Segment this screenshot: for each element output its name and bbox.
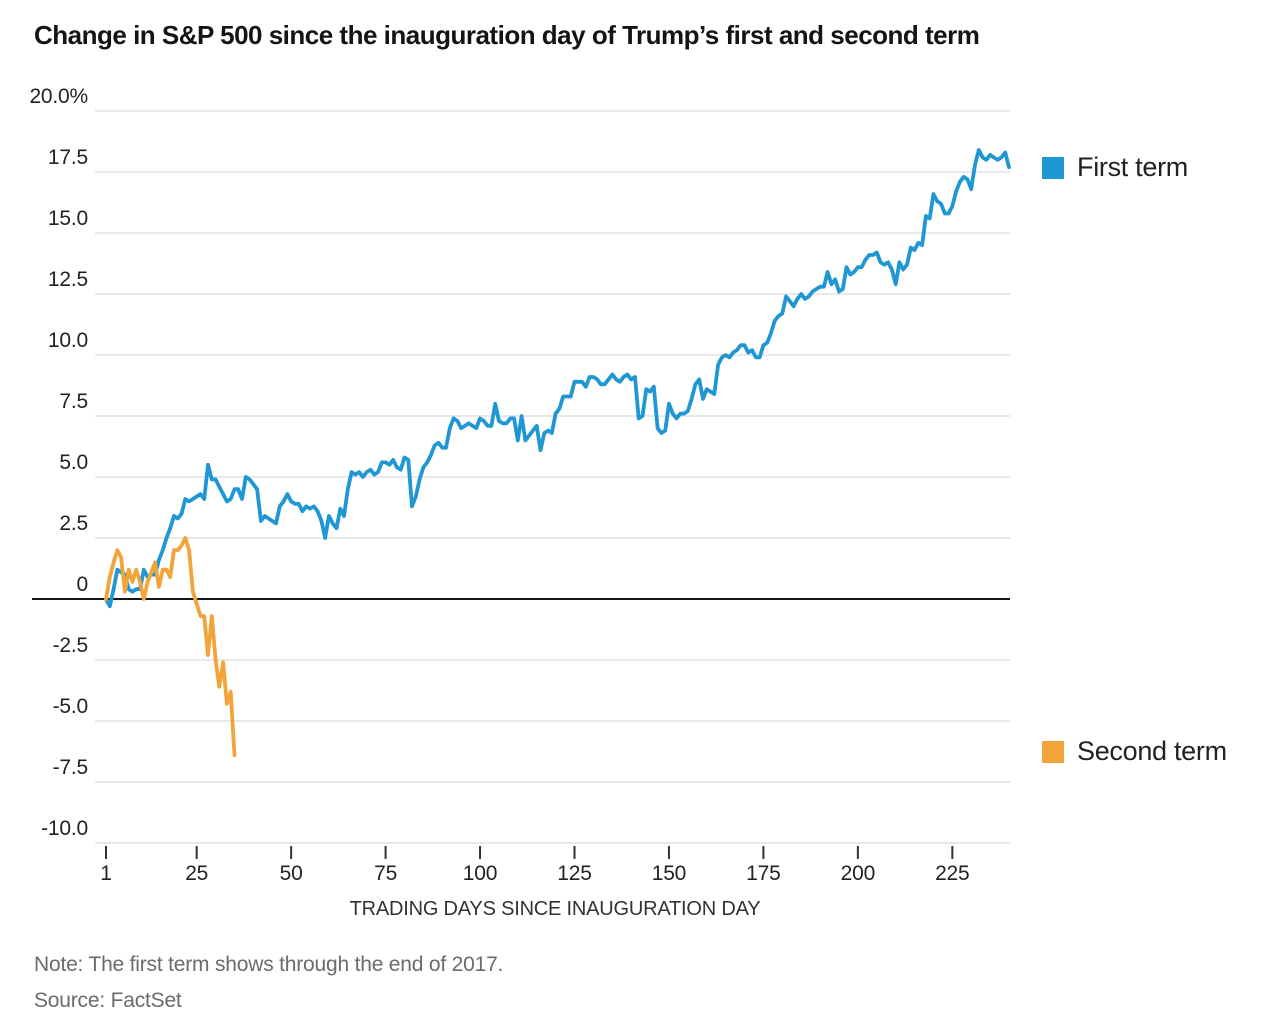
chart-note: Note: The first term shows through the e… (34, 953, 504, 976)
y-axis-label: -2.5 (52, 634, 89, 657)
y-axis-label: 15.0 (47, 207, 88, 230)
second-term-legend-label: Second term (1077, 736, 1227, 766)
x-axis-label: 100 (462, 862, 498, 885)
y-axis-label: 10.0 (47, 329, 88, 352)
x-axis-label: 125 (557, 862, 592, 885)
x-axis-label: 200 (840, 862, 876, 885)
x-axis-label: 25 (185, 862, 209, 885)
y-axis-label: 7.5 (59, 390, 88, 413)
first-term-legend-label: First term (1077, 152, 1188, 182)
x-axis-label: 50 (279, 862, 303, 885)
x-axis-label: 75 (374, 862, 398, 885)
second-term-line (104, 536, 237, 758)
x-axis-label: 150 (651, 862, 687, 885)
legend-item-second-term: Second term (1042, 736, 1227, 767)
x-axis-label: 1 (100, 862, 112, 885)
y-axis-label: 12.5 (47, 268, 88, 291)
y-axis-label: -5.0 (52, 695, 89, 718)
x-axis-label: 225 (935, 862, 970, 885)
x-axis-label: 175 (746, 862, 781, 885)
y-axis-label: 5.0 (59, 451, 88, 474)
y-axis-label: -7.5 (52, 756, 89, 779)
first-term-swatch-icon (1042, 156, 1064, 179)
y-axis-label: 2.5 (59, 512, 88, 535)
chart-source: Source: FactSet (34, 989, 182, 1012)
x-axis-title: TRADING DAYS SINCE INAUGURATION DAY (349, 898, 761, 920)
y-axis-label: 0 (76, 573, 89, 596)
first-term-line (104, 148, 1011, 609)
y-axis-label: 20.0% (29, 85, 88, 108)
legend-item-first-term: First term (1042, 152, 1188, 183)
y-axis-label: 17.5 (47, 146, 88, 169)
second-term-swatch-icon (1042, 740, 1064, 763)
y-axis-label: -10.0 (41, 817, 88, 840)
chart-title: Change in S&P 500 since the inauguration… (34, 20, 980, 50)
